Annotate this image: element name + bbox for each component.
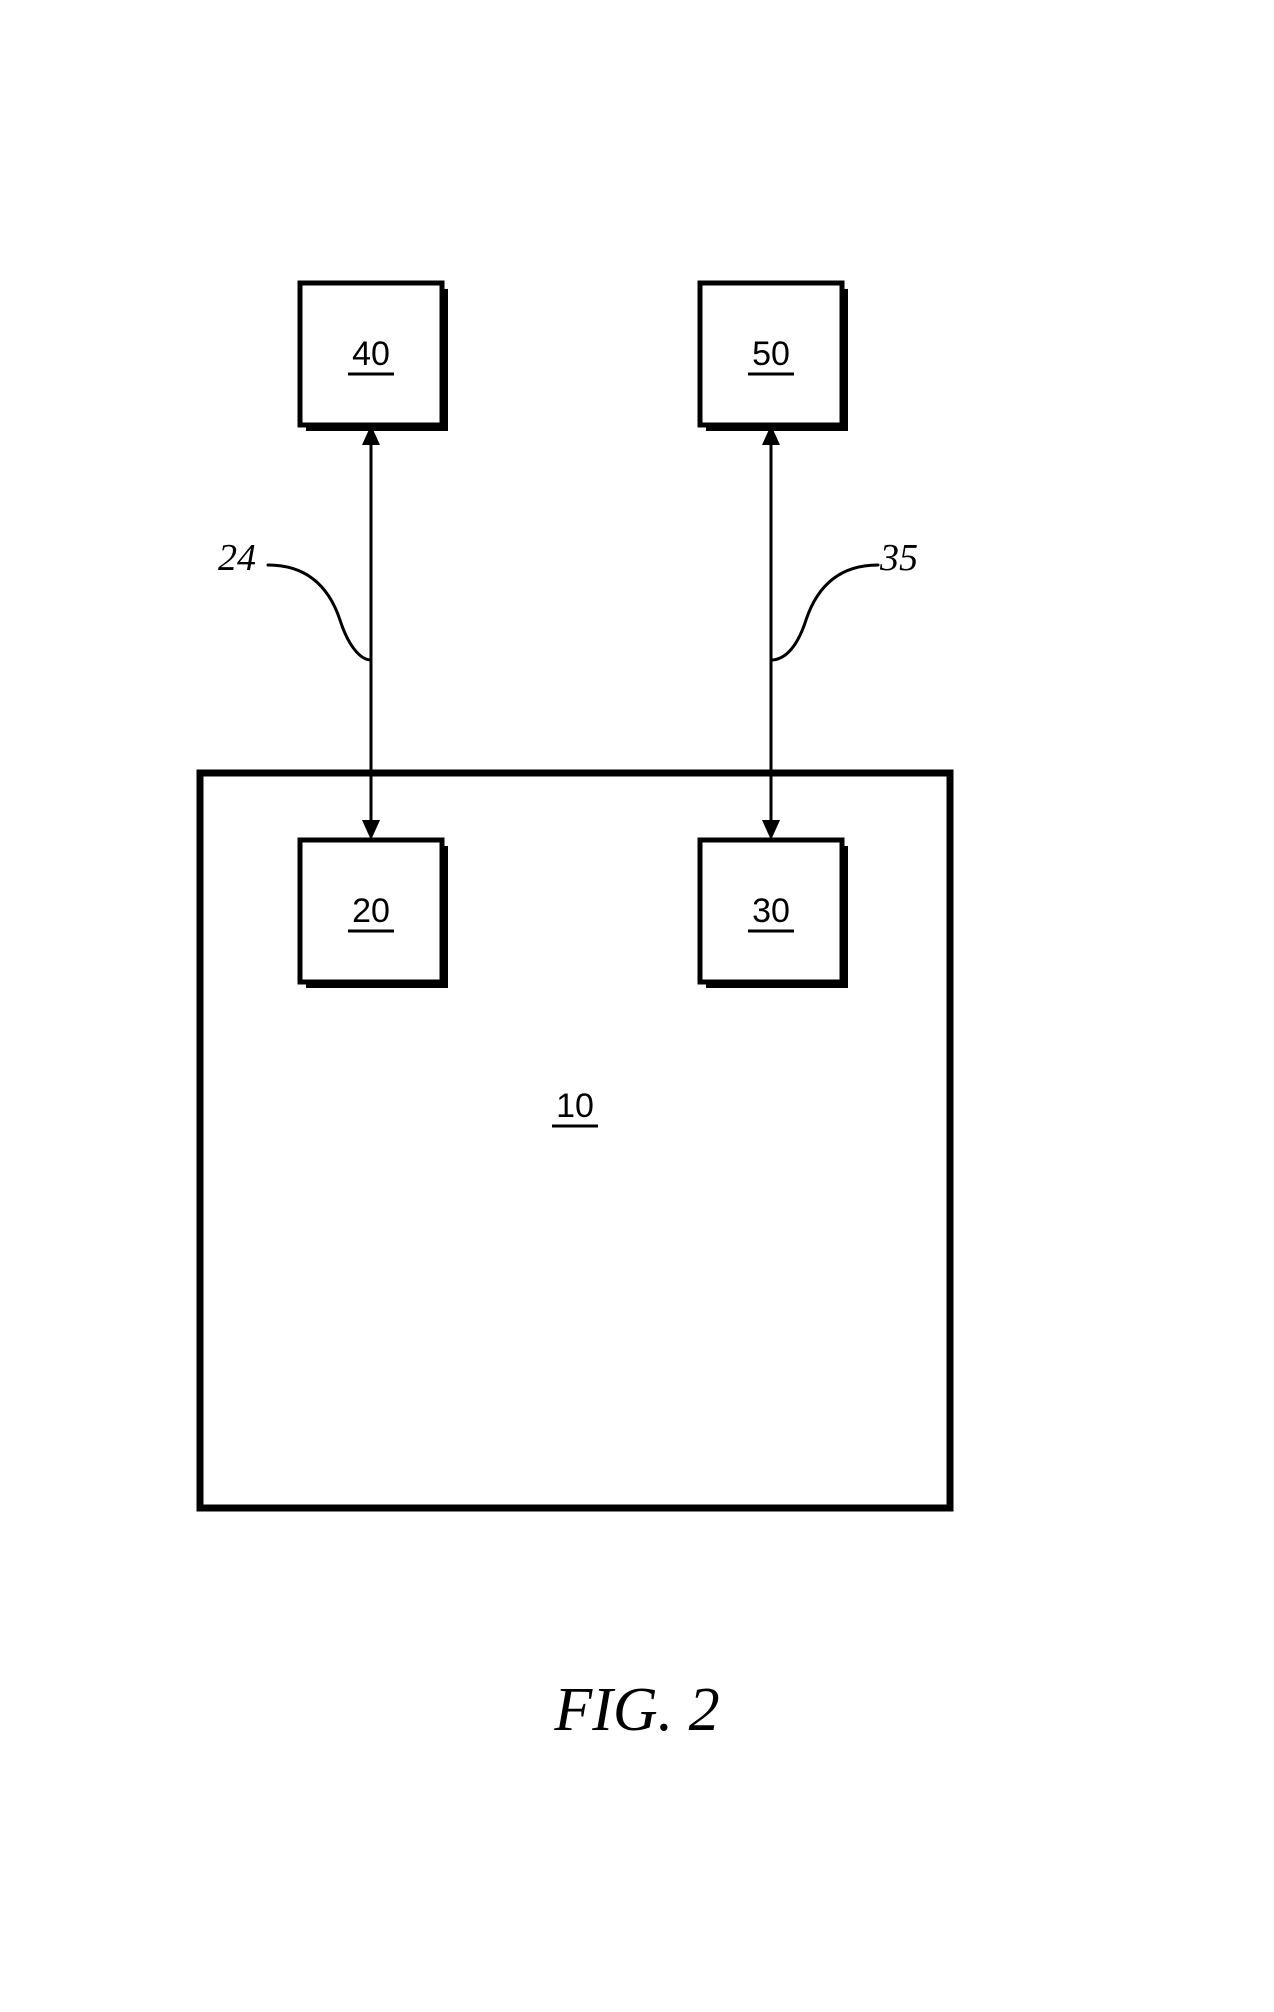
box-top_right: 50 (700, 283, 848, 431)
box-inner_right: 30 (700, 840, 848, 988)
box-top_left: 40 (300, 283, 448, 431)
lead-left-label: 24 (218, 537, 256, 579)
container-label: 10 (556, 1087, 594, 1125)
diagram-svg: 10 40 50 20 30 24 35 FIG. 2 (0, 0, 1274, 2012)
figure-label: FIG. 2 (553, 1676, 719, 1744)
box-inner_left-label: 20 (352, 892, 390, 930)
lead-right-label: 35 (879, 537, 918, 579)
box-inner_right-label: 30 (752, 892, 790, 930)
box-inner_left: 20 (300, 840, 448, 988)
box-top_right-label: 50 (752, 335, 790, 373)
box-top_left-label: 40 (352, 335, 390, 373)
